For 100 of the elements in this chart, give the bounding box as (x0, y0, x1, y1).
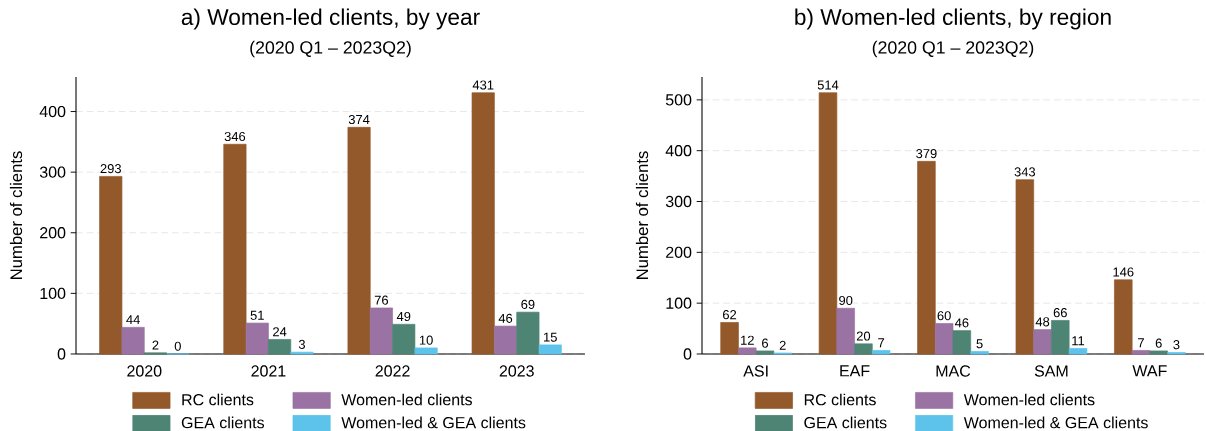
bar (516, 311, 540, 355)
bar (392, 323, 416, 355)
y-tick-label: 400 (665, 145, 692, 157)
data-label: 3 (298, 339, 305, 349)
data-label: 11 (1072, 336, 1085, 346)
bar (347, 126, 371, 355)
y-tick-label: 0 (683, 348, 692, 360)
data-label: 49 (396, 311, 411, 322)
x-tick-label: MAC (936, 365, 971, 377)
data-label: 46 (498, 313, 513, 323)
data-label: 76 (374, 295, 389, 305)
data-label: 62 (723, 310, 737, 320)
x-tick-label: 2020 (127, 365, 162, 377)
data-label: 44 (126, 315, 140, 325)
bar (871, 350, 891, 355)
bar (245, 322, 269, 355)
data-label: 46 (954, 318, 969, 328)
bar (369, 307, 393, 355)
chart-title: a) Women-led clients, by year (181, 8, 480, 30)
y-tick-label: 100 (666, 297, 692, 309)
x-tick-label: 2022 (375, 365, 410, 377)
x-tick-label: SAM (1034, 365, 1068, 377)
data-label: 346 (224, 131, 246, 142)
legend-label: RC clients (804, 393, 876, 406)
data-label: 0 (174, 341, 181, 351)
bar (494, 325, 518, 355)
bar (854, 343, 873, 355)
y-tick-label: 100 (40, 287, 66, 300)
legend-label: GEA clients (181, 416, 265, 429)
bar (755, 350, 775, 355)
data-label: 374 (348, 114, 370, 125)
x-tick-label: WAF (1132, 365, 1167, 377)
legend-label: Women-led clients (341, 393, 472, 406)
chart-subtitle: (2020 Q1 – 2023Q2) (250, 40, 411, 58)
legend-label: Women-led clients (963, 393, 1095, 406)
data-label: 514 (817, 80, 839, 90)
data-label: 431 (472, 80, 494, 90)
bar (836, 307, 855, 355)
bar (1114, 279, 1133, 355)
data-label: 10 (419, 335, 433, 345)
data-label: 90 (839, 295, 853, 306)
x-tick-label: EAF (840, 365, 870, 377)
y-tick-label: 0 (57, 348, 66, 360)
bar (738, 347, 757, 355)
data-label: 5 (976, 339, 983, 349)
data-label: 69 (521, 299, 535, 309)
bar (720, 322, 739, 355)
data-label: 60 (937, 311, 951, 321)
data-label: 146 (1113, 267, 1134, 277)
bar (1068, 348, 1088, 355)
data-label: 7 (1138, 338, 1144, 348)
y-axis-title: Number of clients (9, 151, 23, 279)
y-tick-label: 200 (666, 246, 692, 258)
legend-label: Women-led & GEA clients (341, 416, 526, 429)
data-label: 66 (1053, 308, 1067, 318)
bar (1051, 320, 1070, 355)
bar (223, 143, 247, 355)
y-tick-label: 300 (665, 195, 692, 208)
data-label: 15 (544, 332, 557, 342)
bar (818, 92, 838, 355)
y-tick-label: 300 (39, 166, 66, 178)
chart-title: b) Women-led clients, by region (795, 8, 1111, 30)
bar (268, 339, 292, 355)
chart-subtitle: (2020 Q1 – 2023Q2) (872, 40, 1034, 58)
data-label: 48 (1035, 317, 1050, 327)
y-tick-label: 500 (665, 94, 692, 106)
bar (1149, 350, 1168, 355)
y-tick-label: 200 (40, 227, 66, 239)
bar (121, 326, 145, 355)
bar (934, 323, 954, 355)
data-label: 7 (878, 338, 885, 348)
bar (1033, 329, 1052, 355)
data-label: 3 (1173, 340, 1180, 350)
legend-label: GEA clients (804, 416, 887, 429)
bar (1015, 179, 1035, 355)
data-label: 24 (273, 327, 287, 337)
data-label: 379 (916, 149, 937, 159)
y-tick-label: 400 (39, 105, 66, 118)
data-label: 2 (152, 340, 159, 350)
bar (99, 176, 123, 355)
data-label: 6 (762, 338, 769, 348)
legend-label: RC clients (182, 393, 254, 406)
data-label: 20 (856, 331, 871, 341)
legend-label: Women-led & GEA clients (963, 416, 1148, 429)
data-label: 12 (741, 335, 754, 345)
bar (1131, 350, 1151, 355)
data-label: 51 (250, 310, 264, 320)
data-label: 343 (1014, 167, 1036, 177)
data-label: 2 (779, 340, 786, 350)
x-tick-label: ASI (743, 365, 768, 377)
data-label: 293 (100, 164, 121, 174)
bar (970, 351, 989, 355)
x-tick-label: 2023 (499, 365, 534, 377)
bar (538, 344, 562, 355)
bar (952, 330, 972, 355)
bar (917, 161, 936, 355)
x-tick-label: 2021 (251, 365, 286, 377)
bar (414, 347, 438, 355)
y-axis-title: Number of clients (635, 151, 649, 279)
bar (471, 92, 495, 355)
